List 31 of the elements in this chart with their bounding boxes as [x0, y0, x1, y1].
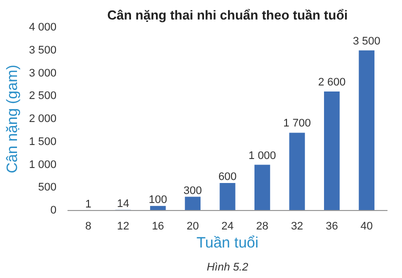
x-tick-label: 8 — [85, 220, 92, 232]
x-tick-label: 28 — [256, 220, 268, 232]
y-tick-label: 0 — [50, 204, 57, 216]
data-label: 600 — [218, 171, 237, 184]
y-tick-label: 1 000 — [28, 158, 57, 171]
x-tick-label: 36 — [326, 220, 338, 232]
data-label: 2 600 — [318, 76, 346, 89]
x-axis-title: Tuần tuổi — [196, 234, 259, 252]
x-tick-label: 12 — [117, 220, 130, 232]
data-label: 1 — [85, 198, 92, 210]
y-tick-label: 1 500 — [28, 136, 57, 148]
y-tick-label: 500 — [38, 182, 57, 194]
data-label: 3 500 — [352, 35, 380, 48]
x-tick-label: 16 — [152, 220, 164, 232]
y-tick-label: 2 000 — [28, 113, 57, 125]
y-tick-label: 3 500 — [28, 44, 57, 56]
y-tick-label: 4 000 — [28, 22, 57, 34]
x-tick-label: 32 — [290, 220, 304, 232]
y-tick-label: 2 500 — [28, 90, 57, 102]
x-tick-label: 24 — [221, 220, 234, 232]
x-tick-label: 40 — [360, 220, 373, 232]
x-tick-label: 20 — [186, 220, 199, 232]
text: Hình 5.2 — [206, 262, 248, 274]
data-label: 1 000 — [248, 150, 276, 162]
data-label: 14 — [117, 198, 130, 210]
y-tick-label: 3 000 — [28, 67, 57, 80]
data-label: 1 700 — [283, 118, 311, 130]
data-label: 100 — [148, 194, 168, 206]
chart-title: Cân nặng thai nhi chuẩn theo tuần tuổi — [107, 8, 348, 22]
data-label: 300 — [184, 184, 202, 197]
y-axis-title: Cân nặng (gam) — [4, 64, 21, 174]
